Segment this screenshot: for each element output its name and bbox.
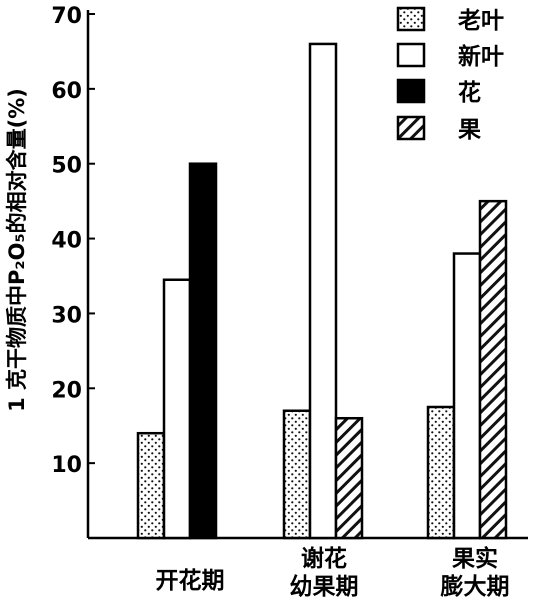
x-category-label: 谢花 <box>301 545 347 572</box>
legend-label: 果 <box>458 117 481 143</box>
bar-花 <box>188 162 218 540</box>
y-tick-label: 20 <box>51 378 82 403</box>
y-tick-label: 60 <box>51 79 82 104</box>
x-category-label: 幼果期 <box>290 573 359 600</box>
y-axis-title: 1 克干物质中P₂O₅的相对含量(%) <box>5 88 29 412</box>
legend-label: 花 <box>458 80 481 106</box>
bar-新叶 <box>452 252 482 540</box>
bar-新叶 <box>162 278 192 540</box>
bar-老叶 <box>282 409 312 540</box>
legend-swatch-老叶 <box>396 6 426 32</box>
legend-label: 新叶 <box>458 43 504 70</box>
bar-果 <box>334 416 364 540</box>
y-tick-label: 30 <box>51 303 82 328</box>
y-tick-label: 10 <box>51 453 82 478</box>
bar-老叶 <box>136 431 166 540</box>
legend-swatch-花 <box>396 78 426 104</box>
x-category-label: 膨大期 <box>440 574 510 600</box>
bar-老叶 <box>426 405 456 540</box>
legend-swatch-新叶 <box>396 42 426 68</box>
bar-果 <box>478 199 508 540</box>
y-tick-label: 40 <box>51 229 82 254</box>
bar-新叶 <box>308 42 338 540</box>
x-category-label: 果实 <box>452 545 498 572</box>
legend-label: 老叶 <box>457 8 504 34</box>
axes: 10 20 30 40 50 60 70 <box>51 4 528 540</box>
x-category-label: 开花期 <box>156 568 225 594</box>
y-tick-label: 70 <box>51 4 82 29</box>
legend-swatch-果 <box>396 115 426 141</box>
y-tick-label: 50 <box>51 154 82 179</box>
bars <box>136 42 508 540</box>
